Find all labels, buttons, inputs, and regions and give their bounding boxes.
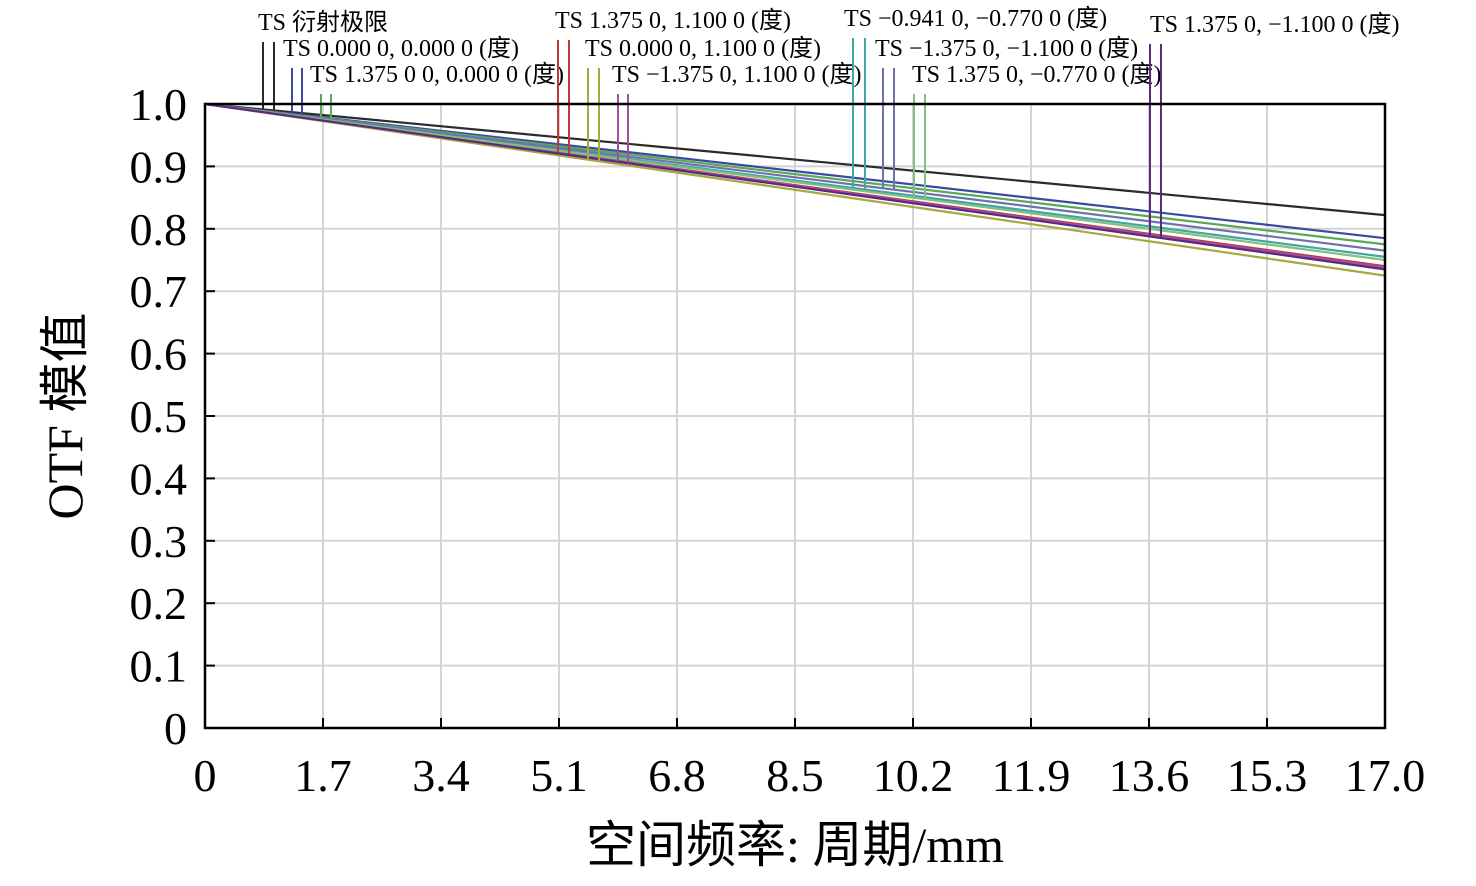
y-tick-label: 0.9 [130, 141, 188, 192]
x-tick-label: 6.8 [648, 750, 706, 801]
tick-labels: 0 1.7 3.4 5.1 6.8 8.5 10.2 11.9 13.6 15.3 17.0 0 0.1… [130, 79, 1426, 801]
x-tick-label: 10.2 [873, 750, 954, 801]
y-tick-label: 0.7 [130, 266, 188, 317]
series-line [204, 102, 1386, 262]
y-tick-label: 1.0 [130, 79, 188, 130]
y-tick-label: 0.1 [130, 641, 188, 692]
x-tick-label: 13.6 [1109, 750, 1190, 801]
y-tick-label: 0.4 [130, 453, 188, 504]
legend-label: TS 1.375 0, 1.100 0 (度) [555, 7, 791, 34]
y-tick-label: 0.3 [130, 516, 188, 567]
x-tick-label: 0 [194, 750, 217, 801]
y-tick-label: 0.2 [130, 578, 188, 629]
legend-label: TS 1.375 0, −1.100 0 (度) [1150, 11, 1400, 38]
y-tick-label: 0.5 [130, 391, 188, 442]
series-line [204, 102, 1386, 271]
y-axis-title: OTF 模值 [37, 313, 93, 520]
x-axis-title: 空间频率: 周期/mm [586, 817, 1004, 873]
legend-label: TS −1.375 0, 1.100 0 (度) [612, 61, 862, 88]
legend-label: TS 0.000 0, 1.100 0 (度) [585, 35, 821, 62]
x-tick-label: 1.7 [294, 750, 352, 801]
series-line [204, 102, 1386, 252]
y-tick-label: 0.8 [130, 204, 188, 255]
x-tick-label: 5.1 [530, 750, 588, 801]
legend-label: TS 1.375 0, −0.770 0 (度) [912, 61, 1162, 88]
y-tick-label: 0.6 [130, 329, 188, 380]
x-tick-label: 15.3 [1227, 750, 1308, 801]
x-tick-label: 3.4 [412, 750, 470, 801]
legend-label: TS −1.375 0, −1.100 0 (度) [875, 35, 1138, 62]
x-tick-label: 8.5 [766, 750, 824, 801]
legend-label: TS 衍射极限 [258, 9, 388, 36]
series-lines [204, 102, 1386, 277]
legend-label: TS 1.375 0 0, 0.000 0 (度) [310, 61, 564, 88]
legend-label: TS 0.000 0, 0.000 0 (度) [283, 35, 519, 62]
x-tick-label: 11.9 [992, 750, 1071, 801]
y-tick-label: 0 [164, 703, 187, 754]
x-tick-label: 17.0 [1345, 750, 1426, 801]
legend-label: TS −0.941 0, −0.770 0 (度) [844, 5, 1107, 32]
series-line [204, 102, 1386, 217]
